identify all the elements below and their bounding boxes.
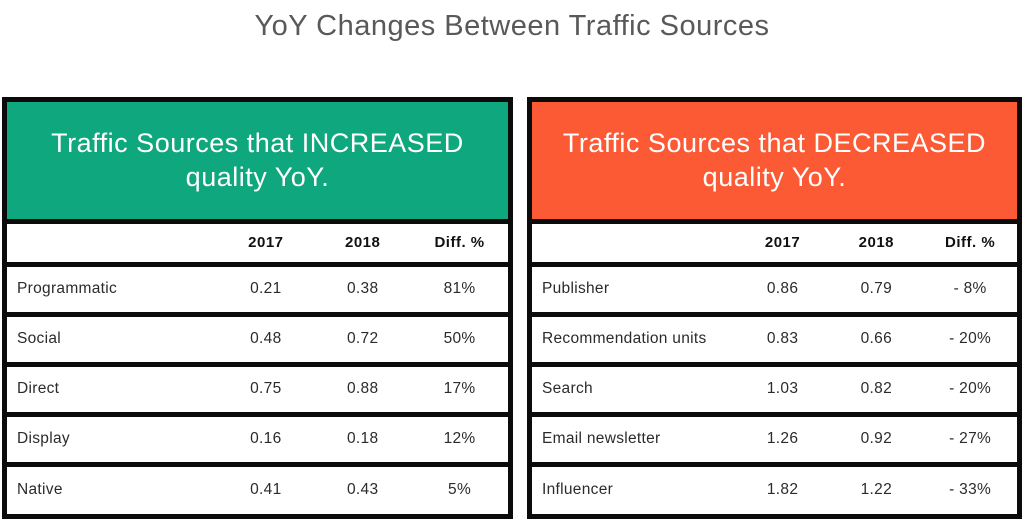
cell-diff: - 33% bbox=[949, 481, 992, 499]
cell-diff: 12% bbox=[443, 430, 476, 447]
cell-diff: - 27% bbox=[949, 430, 992, 447]
cell-diff: 50% bbox=[443, 330, 476, 347]
cell-2018: 0.43 bbox=[347, 481, 379, 499]
cell-2018: 0.92 bbox=[860, 430, 893, 447]
decreased-panel-header: Traffic Sources that DECREASED quality Y… bbox=[532, 102, 1017, 224]
cell-2018: 0.38 bbox=[347, 280, 379, 297]
cell-2017: 0.75 bbox=[250, 380, 282, 397]
cell-2017: 0.48 bbox=[250, 330, 282, 347]
tables-container: Traffic Sources that INCREASED quality Y… bbox=[2, 97, 1022, 519]
column-header-row: 2017 2018 Diff. % bbox=[532, 224, 1017, 264]
table-increased-panel: Traffic Sources that INCREASED quality Y… bbox=[2, 97, 513, 519]
column-header-diff: Diff. % bbox=[434, 234, 485, 252]
column-header-2018: 2018 bbox=[345, 234, 381, 252]
column-header-2017: 2017 bbox=[248, 234, 284, 252]
table-row: Email newsletter 1.26 0.92 - 27% bbox=[532, 414, 1017, 464]
row-label: Email newsletter bbox=[542, 430, 661, 447]
cell-2018: 0.82 bbox=[860, 380, 893, 397]
label-column-header bbox=[532, 224, 736, 264]
cell-2017: 0.86 bbox=[766, 280, 799, 297]
increased-table: 2017 2018 Diff. % Programmatic 0.21 0.38… bbox=[7, 224, 508, 514]
row-label: Direct bbox=[17, 380, 60, 397]
table-row: Direct 0.75 0.88 17% bbox=[7, 364, 508, 414]
table-row: Publisher 0.86 0.79 - 8% bbox=[532, 264, 1017, 314]
cell-2017: 0.16 bbox=[250, 430, 282, 447]
cell-2018: 0.72 bbox=[347, 330, 379, 347]
cell-2017: 0.41 bbox=[250, 481, 282, 499]
table-row: Search 1.03 0.82 - 20% bbox=[532, 364, 1017, 414]
cell-2017: 1.26 bbox=[766, 430, 799, 447]
cell-diff: - 20% bbox=[949, 330, 992, 347]
row-label: Programmatic bbox=[17, 280, 118, 297]
cell-2018: 1.22 bbox=[860, 481, 893, 499]
table-decreased-panel: Traffic Sources that DECREASED quality Y… bbox=[527, 97, 1022, 519]
column-header-diff: Diff. % bbox=[945, 234, 996, 252]
row-label: Recommendation units bbox=[542, 330, 707, 347]
page-title: YoY Changes Between Traffic Sources bbox=[254, 10, 770, 42]
decreased-table: 2017 2018 Diff. % Publisher 0.86 0.79 - … bbox=[532, 224, 1017, 514]
row-label: Display bbox=[17, 430, 70, 447]
row-label: Influencer bbox=[542, 481, 614, 499]
row-label: Native bbox=[17, 481, 63, 499]
cell-diff: - 20% bbox=[949, 380, 992, 397]
cell-2017: 1.82 bbox=[766, 481, 799, 499]
cell-2017: 0.83 bbox=[766, 330, 799, 347]
column-header-2017: 2017 bbox=[764, 234, 801, 252]
column-header-2018: 2018 bbox=[858, 234, 895, 252]
cell-diff: 5% bbox=[448, 481, 472, 499]
table-row: Display 0.16 0.18 12% bbox=[7, 414, 508, 464]
row-label: Social bbox=[17, 330, 62, 347]
cell-diff: 17% bbox=[443, 380, 476, 397]
row-label: Search bbox=[542, 380, 593, 397]
cell-diff: - 8% bbox=[953, 280, 987, 297]
cell-2018: 0.88 bbox=[347, 380, 379, 397]
table-row: Recommendation units 0.83 0.66 - 20% bbox=[532, 314, 1017, 364]
cell-2018: 0.79 bbox=[860, 280, 893, 297]
row-label: Publisher bbox=[542, 280, 610, 297]
table-row: Programmatic 0.21 0.38 81% bbox=[7, 264, 508, 314]
cell-2017: 1.03 bbox=[766, 380, 799, 397]
increased-panel-header: Traffic Sources that INCREASED quality Y… bbox=[7, 102, 508, 224]
column-header-row: 2017 2018 Diff. % bbox=[7, 224, 508, 264]
cell-2018: 0.18 bbox=[347, 430, 379, 447]
table-row: Social 0.48 0.72 50% bbox=[7, 314, 508, 364]
label-column-header bbox=[7, 224, 217, 264]
cell-2017: 0.21 bbox=[250, 280, 282, 297]
table-row: Influencer 1.82 1.22 - 33% bbox=[532, 464, 1017, 514]
cell-diff: 81% bbox=[443, 280, 476, 297]
cell-2018: 0.66 bbox=[860, 330, 893, 347]
table-row: Native 0.41 0.43 5% bbox=[7, 464, 508, 514]
